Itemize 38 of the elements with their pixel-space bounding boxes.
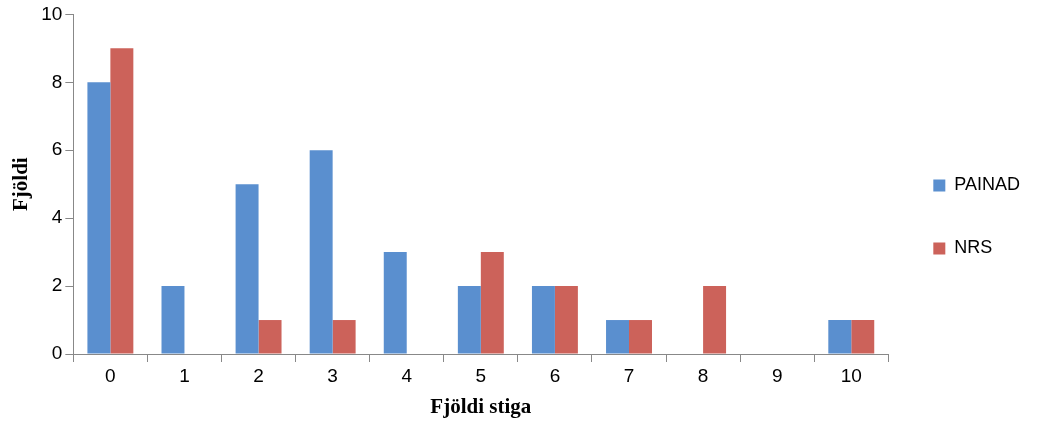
bar — [110, 48, 134, 354]
bar — [606, 320, 630, 354]
x-tick-label: 3 — [327, 364, 338, 386]
x-tick-label: 4 — [401, 364, 413, 386]
bar — [161, 286, 185, 354]
y-tick-label: 8 — [51, 70, 63, 92]
bar — [480, 252, 504, 354]
legend-label: PAINAD — [954, 174, 1021, 195]
bar — [332, 320, 356, 354]
bar — [629, 320, 652, 354]
x-tick-label: 1 — [179, 364, 190, 386]
bar — [531, 286, 555, 354]
bar — [309, 150, 333, 354]
x-tick-label: 0 — [105, 364, 116, 386]
y-tick-label: 10 — [41, 2, 63, 24]
bar — [235, 184, 259, 354]
y-tick-label: 6 — [51, 138, 63, 160]
bar — [703, 286, 727, 354]
x-tick-label: 10 — [840, 364, 862, 386]
x-tick-label: 7 — [623, 364, 635, 386]
bar — [258, 320, 282, 354]
legend-label: NRS — [954, 237, 993, 258]
bar — [851, 320, 875, 354]
bar — [457, 286, 481, 354]
bar — [383, 252, 407, 354]
y-tick-label: 2 — [51, 274, 63, 296]
x-tick-label: 9 — [771, 364, 783, 386]
x-tick-label: 8 — [697, 364, 709, 386]
y-tick-label: 4 — [51, 206, 63, 228]
y-axis-title: Fjöldi — [8, 157, 33, 212]
x-axis-title: Fjöldi stiga — [430, 393, 532, 418]
bar — [554, 286, 578, 354]
bar — [87, 82, 111, 354]
bar — [828, 320, 852, 354]
y-tick-label: 0 — [51, 342, 63, 364]
x-tick-label: 5 — [475, 364, 487, 386]
x-tick-label: 6 — [549, 364, 561, 386]
x-tick-label: 2 — [253, 364, 264, 386]
